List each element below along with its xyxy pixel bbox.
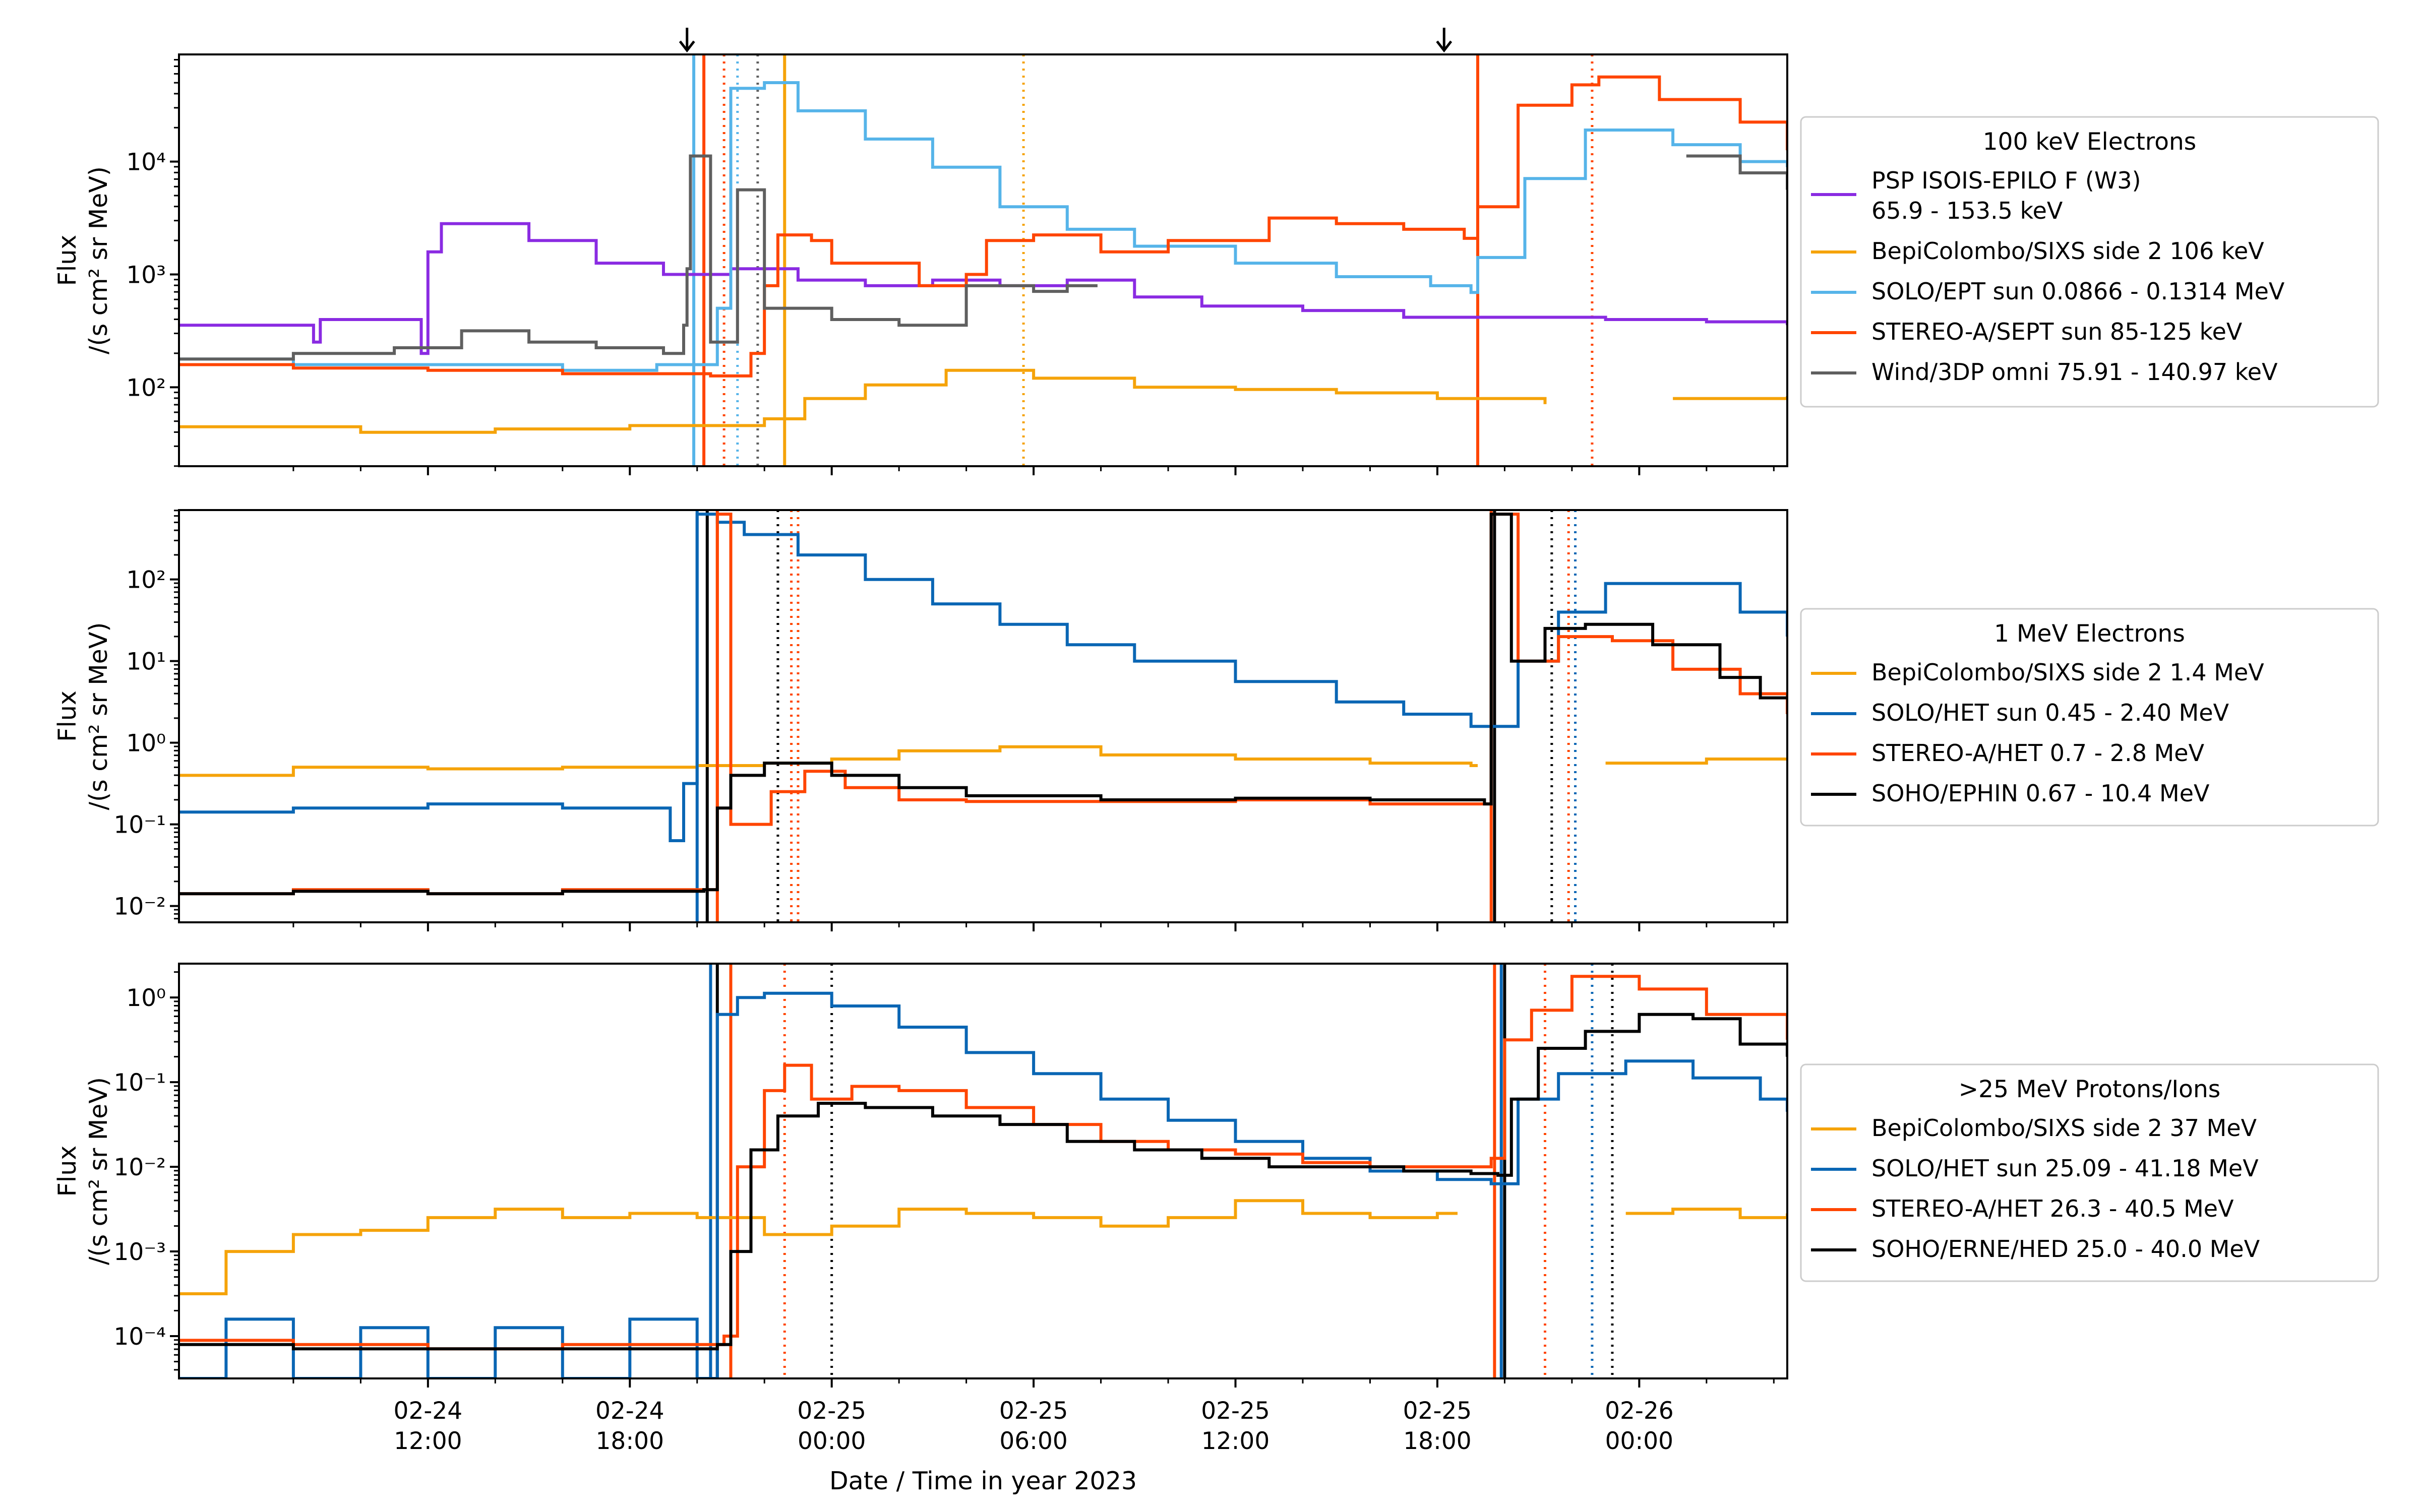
y-tick-label: 10⁻¹ xyxy=(114,811,166,839)
y-label-line: /(s cm² sr MeV) xyxy=(84,622,113,810)
legend: 1 MeV Electrons BepiColombo/SIXS side 2 1… xyxy=(1800,608,2379,827)
x-tick-date: 02-25 xyxy=(1403,1397,1472,1425)
axes-frame xyxy=(178,509,1788,923)
legend-entry: PSP ISOIS-EPILO F (W3) xyxy=(1871,167,2141,194)
y-label-line: /(s cm² sr MeV) xyxy=(84,166,113,354)
y-tick-label: 10⁻² xyxy=(114,893,166,921)
plot-area xyxy=(179,964,1787,1378)
y-tick-label: 10¹ xyxy=(126,648,166,676)
legend-entry: STEREO-A/HET 26.3 - 40.5 MeV xyxy=(1871,1195,2234,1222)
event-arrow-icon xyxy=(1436,28,1453,53)
legend-entry: SOHO/ERNE/HED 25.0 - 40.0 MeV xyxy=(1871,1235,2260,1263)
y-tick-label: 10² xyxy=(126,566,166,594)
y-axis-label: Flux/(s cm² sr MeV) xyxy=(53,166,113,354)
series-line xyxy=(179,75,1787,377)
series-line xyxy=(179,222,1787,355)
x-tick-time: 12:00 xyxy=(1201,1427,1269,1455)
legend-title: 100 keV Electrons xyxy=(1983,128,2196,156)
y-tick-label: 10⁻¹ xyxy=(114,1069,166,1097)
legend-entry: SOHO/EPHIN 0.67 - 10.4 MeV xyxy=(1871,780,2210,807)
x-tick-time: 00:00 xyxy=(1605,1427,1673,1455)
x-tick-date: 02-26 xyxy=(1605,1397,1674,1425)
legend-box xyxy=(1800,608,2379,827)
series-line xyxy=(179,154,1787,361)
legend-entry: SOLO/HET sun 0.45 - 2.40 MeV xyxy=(1871,699,2229,726)
legend-entry-subtitle: 65.9 - 153.5 keV xyxy=(1871,197,2063,224)
x-tick-date: 02-25 xyxy=(1201,1397,1270,1425)
panel-protons-25mev: 10⁻⁴ 10⁻³ 10⁻² 10⁻¹ 10⁰ Flux/(s cm² sr MeV) >2… xyxy=(53,963,2379,1455)
x-tick-time: 12:00 xyxy=(394,1427,462,1455)
legend-entry: STEREO-A/HET 0.7 - 2.8 MeV xyxy=(1871,739,2205,767)
y-label-line: Flux xyxy=(53,235,82,286)
y-tick-label: 10⁻⁴ xyxy=(114,1323,166,1351)
series-line xyxy=(179,991,1787,1378)
legend-entry: BepiColombo/SIXS side 2 37 MeV xyxy=(1871,1114,2257,1142)
series-line xyxy=(179,81,1787,372)
legend-entry: BepiColombo/SIXS side 2 1.4 MeV xyxy=(1871,659,2264,686)
y-axis-label: Flux/(s cm² sr MeV) xyxy=(53,1077,113,1265)
series-line xyxy=(179,1199,1787,1295)
legend-entry: BepiColombo/SIXS side 2 106 keV xyxy=(1871,237,2264,265)
legend: >25 MeV Protons/Ions BepiColombo/SIXS sid… xyxy=(1800,1063,2379,1282)
x-tick-date: 02-24 xyxy=(595,1397,664,1425)
plot-area xyxy=(179,54,1787,466)
legend-box xyxy=(1800,116,2379,408)
x-tick-time: 18:00 xyxy=(1403,1427,1471,1455)
x-tick-time: 00:00 xyxy=(798,1427,866,1455)
series-line xyxy=(179,513,1787,896)
y-label-line: Flux xyxy=(53,690,82,742)
legend-title: 1 MeV Electrons xyxy=(1994,620,2185,648)
panel-electrons-100kev: 10² 10³ 10⁴ Flux/(s cm² sr MeV) 100 keV Elec… xyxy=(53,28,2379,475)
y-tick-label: 10⁴ xyxy=(126,149,166,176)
x-tick-date: 02-25 xyxy=(999,1397,1068,1425)
y-label-line: /(s cm² sr MeV) xyxy=(84,1077,113,1265)
y-tick-label: 10² xyxy=(126,374,166,402)
y-tick-label: 10⁻² xyxy=(114,1154,166,1181)
legend-entry: SOLO/HET sun 25.09 - 41.18 MeV xyxy=(1871,1155,2259,1182)
y-tick-label: 10⁰ xyxy=(126,730,166,758)
legend-box xyxy=(1800,1063,2379,1282)
y-label-line: Flux xyxy=(53,1146,82,1197)
plot-area xyxy=(179,510,1787,922)
series-line xyxy=(179,368,1787,434)
panel-electrons-1mev: 10⁻² 10⁻¹ 10⁰ 10¹ 10² Flux/(s cm² sr MeV) 1 Me… xyxy=(53,509,2379,931)
x-tick-date: 02-24 xyxy=(394,1397,463,1425)
legend-entry: STEREO-A/SEPT sun 85-125 keV xyxy=(1871,318,2243,345)
x-tick-time: 06:00 xyxy=(999,1427,1067,1455)
arrow-head xyxy=(679,40,695,53)
series-line xyxy=(179,513,1787,896)
series-line xyxy=(179,1013,1787,1351)
x-axis-label: Date / Time in year 2023 xyxy=(829,1467,1137,1495)
series-line xyxy=(179,745,1787,777)
y-tick-label: 10³ xyxy=(126,261,166,289)
legend: 100 keV Electrons PSP ISOIS-EPILO F (W3) 6… xyxy=(1800,116,2379,408)
y-tick-label: 10⁰ xyxy=(126,984,166,1012)
axes-frame xyxy=(178,53,1788,467)
legend-title: >25 MeV Protons/Ions xyxy=(1959,1076,2220,1103)
legend-entry: Wind/3DP omni 75.91 - 140.97 keV xyxy=(1871,358,2278,386)
x-tick-time: 18:00 xyxy=(596,1427,664,1455)
legend-entry: SOLO/EPT sun 0.0866 - 0.1314 MeV xyxy=(1871,278,2285,305)
y-tick-label: 10⁻³ xyxy=(114,1238,166,1266)
x-tick-date: 02-25 xyxy=(797,1397,866,1425)
arrow-head xyxy=(1436,40,1453,53)
event-arrow-icon xyxy=(679,28,695,53)
y-axis-label: Flux/(s cm² sr MeV) xyxy=(53,622,113,810)
